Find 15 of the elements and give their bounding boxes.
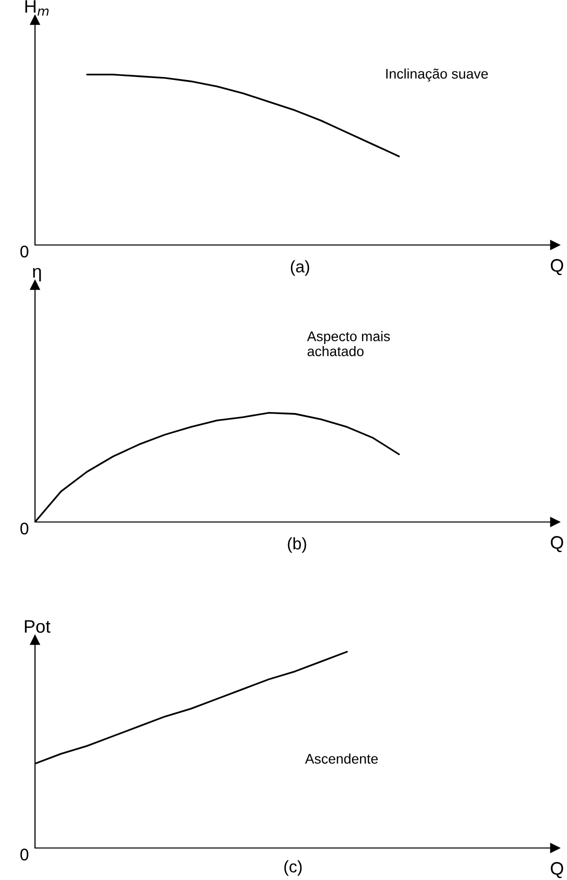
text: 0 bbox=[20, 522, 28, 534]
x-axis-title: Q bbox=[550, 862, 564, 878]
x-axis-title: Q bbox=[550, 536, 564, 552]
text: (b) bbox=[288, 537, 306, 553]
text: (a) bbox=[290, 260, 310, 276]
text: 0 bbox=[20, 848, 28, 860]
text: (c) bbox=[284, 860, 302, 876]
y-axis-title: Pot bbox=[24, 620, 50, 633]
text: Aspecto mais achatado bbox=[307, 331, 390, 356]
text: 0 bbox=[20, 246, 28, 258]
y-axis-title: H$_{m}$ bbox=[25, 0, 49, 16]
x-axis-title: Q bbox=[550, 259, 564, 276]
y-axis-title: η bbox=[32, 268, 41, 282]
annotation: Ascendente bbox=[305, 754, 378, 764]
annotation: Inclinação suave bbox=[386, 68, 488, 82]
